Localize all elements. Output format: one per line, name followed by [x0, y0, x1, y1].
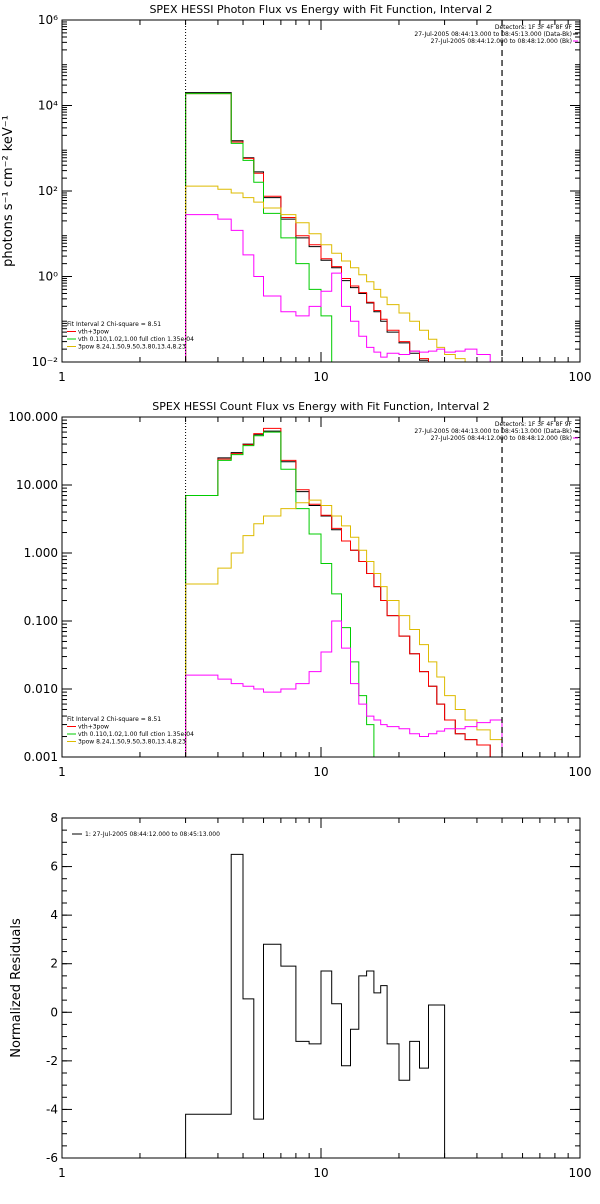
y-tick-label: 10.000	[16, 478, 58, 492]
y-tick-label: -4	[46, 1102, 58, 1116]
legend-bottom-entry: vth+3pow	[78, 329, 109, 336]
legend-top-entry: 27-Jul-2005 08:44:13.000 to 08:45:13.000…	[414, 428, 572, 435]
y-tick-label: 8	[50, 811, 58, 825]
series-line-3	[185, 93, 333, 362]
legend-bottom-entry: 3pow 8.24,1.50,9.50,3.80,13.4,8.23	[78, 344, 186, 351]
y-tick-label: -2	[46, 1054, 58, 1068]
series-line-1	[185, 92, 437, 363]
series-line-4	[185, 185, 466, 362]
legend-top-entry: 27-Jul-2005 08:44:13.000 to 08:45:13.000…	[414, 31, 572, 38]
y-tick-label: 1.000	[24, 546, 58, 560]
series-line-5	[185, 214, 491, 362]
y-axis-label: Normalized Residuals	[9, 918, 24, 1058]
y-tick-label: 6	[50, 860, 58, 874]
legend-bottom-entry: Fit Interval 2 Chi-square = 8.51	[67, 716, 161, 723]
series-line-1	[185, 430, 502, 758]
legend-bottom-entry: 3pow 8.24,1.50,9.50,3.80,13.4,8.23	[78, 739, 186, 746]
legend-top-entry: Detectors: 1F 3F 4F 8F 9F	[495, 421, 573, 428]
chart-panel-1: 1 10 100 10⁻² 10⁰ 10² 10⁴ 10⁶ SPEX HESSI Photon …	[1, 3, 591, 384]
legend-top-entry: 27-Jul-2005 08:44:12.000 to 08:48:12.000…	[431, 38, 572, 45]
legend-bottom-entry: Fit Interval 2 Chi-square = 8.51	[67, 321, 161, 328]
series-line-2	[185, 427, 502, 758]
y-tick-label: 10⁻²	[32, 355, 59, 369]
x-tick-label: 100	[569, 1166, 592, 1180]
y-tick-label: 4	[50, 908, 58, 922]
y-tick-label: 0.010	[24, 682, 58, 696]
x-tick-label: 100	[569, 370, 592, 384]
series-line-3	[185, 431, 381, 758]
y-tick-label: 10⁰	[38, 270, 58, 284]
series-line-5	[185, 620, 503, 757]
chart-title: SPEX HESSI Count Flux vs Energy with Fit…	[152, 400, 489, 413]
chart-panel-2: 1 10 100 0.001 0.010 0.100 1.000 10.000 100.000 S…	[8, 400, 591, 779]
y-tick-label: -6	[46, 1151, 58, 1165]
y-tick-label: 10²	[38, 184, 58, 198]
legend-top-entry: Detectors: 1F 3F 4F 8F 9F	[495, 24, 573, 31]
series-line-1	[185, 853, 502, 1159]
x-tick-label: 100	[569, 765, 592, 779]
y-tick-label: 2	[50, 957, 58, 971]
y-tick-label: 0.100	[24, 614, 58, 628]
x-tick-label: 1	[58, 765, 66, 779]
x-tick-label: 1	[58, 370, 66, 384]
y-tick-label: 0	[50, 1005, 58, 1019]
series-line-2	[185, 93, 437, 363]
legend-bottom-entry: vth 0.110,1.02,1.00 full ction 1.35e-04	[78, 336, 194, 343]
x-tick-label: 10	[313, 1166, 328, 1180]
x-tick-label: 10	[313, 765, 328, 779]
chart-panel-3: 1 10 100 -6 -4 -2 0 2 4 6 8 Normalized Residuals 1: …	[9, 811, 591, 1180]
x-tick-label: 10	[313, 370, 328, 384]
legend-bottom-entry: vth+3pow	[78, 724, 109, 731]
legend-bottom-entry: vth 0.110,1.02,1.00 full ction 1.35e-04	[78, 731, 194, 738]
y-tick-label: 10⁴	[38, 99, 58, 113]
y-tick-label: 100.000	[8, 410, 58, 424]
x-tick-label: 1	[58, 1166, 66, 1180]
chart-title: SPEX HESSI Photon Flux vs Energy with Fi…	[149, 3, 492, 16]
legend-entry: 1: 27-Jul-2005 08:44:12.000 to 08:45:13.…	[85, 831, 220, 838]
y-axis-label: photons s⁻¹ cm⁻² keV⁻¹	[1, 115, 16, 267]
y-tick-label: 0.001	[24, 750, 58, 764]
y-tick-label: 10⁶	[38, 13, 58, 27]
legend-top-entry: 27-Jul-2005 08:44:12.000 to 08:48:12.000…	[431, 435, 572, 442]
series-line-4	[185, 499, 503, 757]
